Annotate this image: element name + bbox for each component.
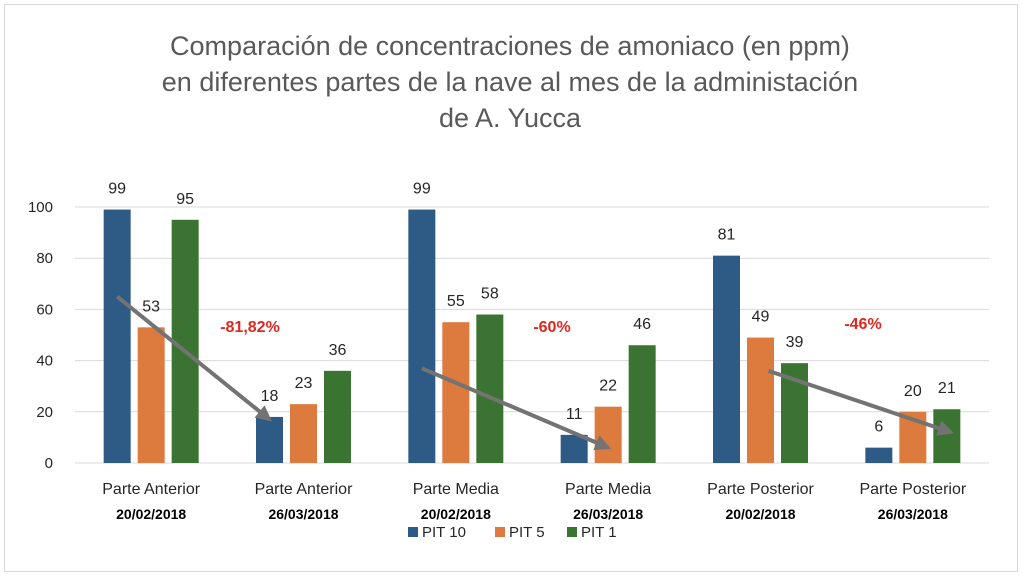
x-category-date: 26/03/2018 [268,506,338,522]
data-label: 20 [904,383,922,400]
trend-arrow [115,295,272,422]
bar-pit-1 [933,409,961,463]
chart-title-line-2: en diferentes partes de la nave al mes d… [162,67,858,97]
data-label: 36 [329,342,347,359]
annotation-parte-media: -60% [533,319,570,336]
x-category-label: Parte Media [565,481,651,498]
data-label: 6 [874,419,883,436]
bar-pit-1 [324,370,351,463]
data-label: 39 [786,334,804,351]
data-label: 49 [752,309,770,326]
bar-pit-5 [747,337,774,463]
data-label: 23 [295,375,313,392]
data-label: 95 [176,191,194,208]
trend-arrow [767,368,954,436]
annotation-parte-posterior: -46% [844,316,881,333]
chart-title-line-1: Comparación de concentraciones de amonia… [170,31,850,61]
bar-pit-1 [476,314,504,463]
bar-chart: Comparación de concentraciones de amonia… [28,31,989,541]
x-category-date: 20/02/2018 [116,506,186,522]
y-tick-label: 20 [36,404,53,421]
x-category-date: 26/03/2018 [573,506,643,522]
bar-pit-10 [560,434,588,463]
x-category-label: Parte Media [413,481,499,498]
trend-arrow [421,366,612,450]
legend-label: PIT 5 [509,524,545,541]
legend: PIT 10 PIT 5 PIT 1 [408,524,617,541]
data-label: 21 [938,380,956,397]
bar-pit-10 [103,209,131,463]
bar-pit-10 [865,447,893,463]
y-tick-label: 100 [28,199,53,216]
data-label: 22 [599,378,617,395]
legend-label: PIT 1 [581,524,617,541]
legend-swatch [495,527,505,537]
data-label: 53 [142,298,160,315]
bar-pit-5 [594,406,622,463]
bar-pit-5 [442,322,470,463]
x-category-label: Parte Anterior [102,481,201,498]
legend-label: PIT 10 [422,524,466,541]
y-axis-tick-labels: 0 20 40 60 80 100 [28,199,53,472]
gridlines [75,206,989,464]
x-category-label: Parte Posterior [707,481,814,498]
bar-pit-1 [628,345,656,463]
x-axis-category-labels: Parte Anterior 20/02/2018 Parte Anterior 26… [102,481,967,522]
x-category-label: Parte Posterior [859,481,966,498]
trend-arrows [115,295,954,450]
data-label: 11 [566,406,583,423]
legend-swatch [408,527,418,537]
y-tick-label: 0 [45,455,53,472]
legend-swatch [567,527,577,537]
data-label: 99 [413,181,431,198]
bar-pit-10 [256,416,283,463]
x-category-date: 20/02/2018 [421,506,491,522]
data-label: 99 [108,181,126,198]
x-category-label: Parte Anterior [255,481,354,498]
bars [103,209,961,463]
chart-title-line-3: de A. Yucca [439,103,582,133]
bar-pit-1 [171,219,199,463]
data-label: 55 [447,293,465,310]
chart-title: Comparación de concentraciones de amonia… [162,31,858,133]
bar-pit-5 [290,404,317,463]
x-category-date: 20/02/2018 [725,506,795,522]
y-tick-label: 80 [36,250,53,267]
y-tick-label: 60 [36,301,53,318]
data-label: 18 [261,388,279,405]
x-category-date: 26/03/2018 [878,506,948,522]
data-labels: 99 53 95 18 23 36 99 55 58 11 22 46 81 49 39 6 20 21 [108,181,956,436]
bar-pit-10 [713,255,740,463]
y-tick-label: 40 [36,353,53,370]
data-label: 46 [633,316,651,333]
data-label: 58 [481,286,499,303]
reduction-annotations: -81,82% -60% -46% [220,316,881,336]
chart-frame: Comparación de concentraciones de amonia… [4,4,1018,572]
bar-pit-10 [408,209,436,463]
data-label: 81 [718,227,736,244]
bar-pit-5 [137,327,165,463]
annotation-parte-anterior: -81,82% [220,319,280,336]
